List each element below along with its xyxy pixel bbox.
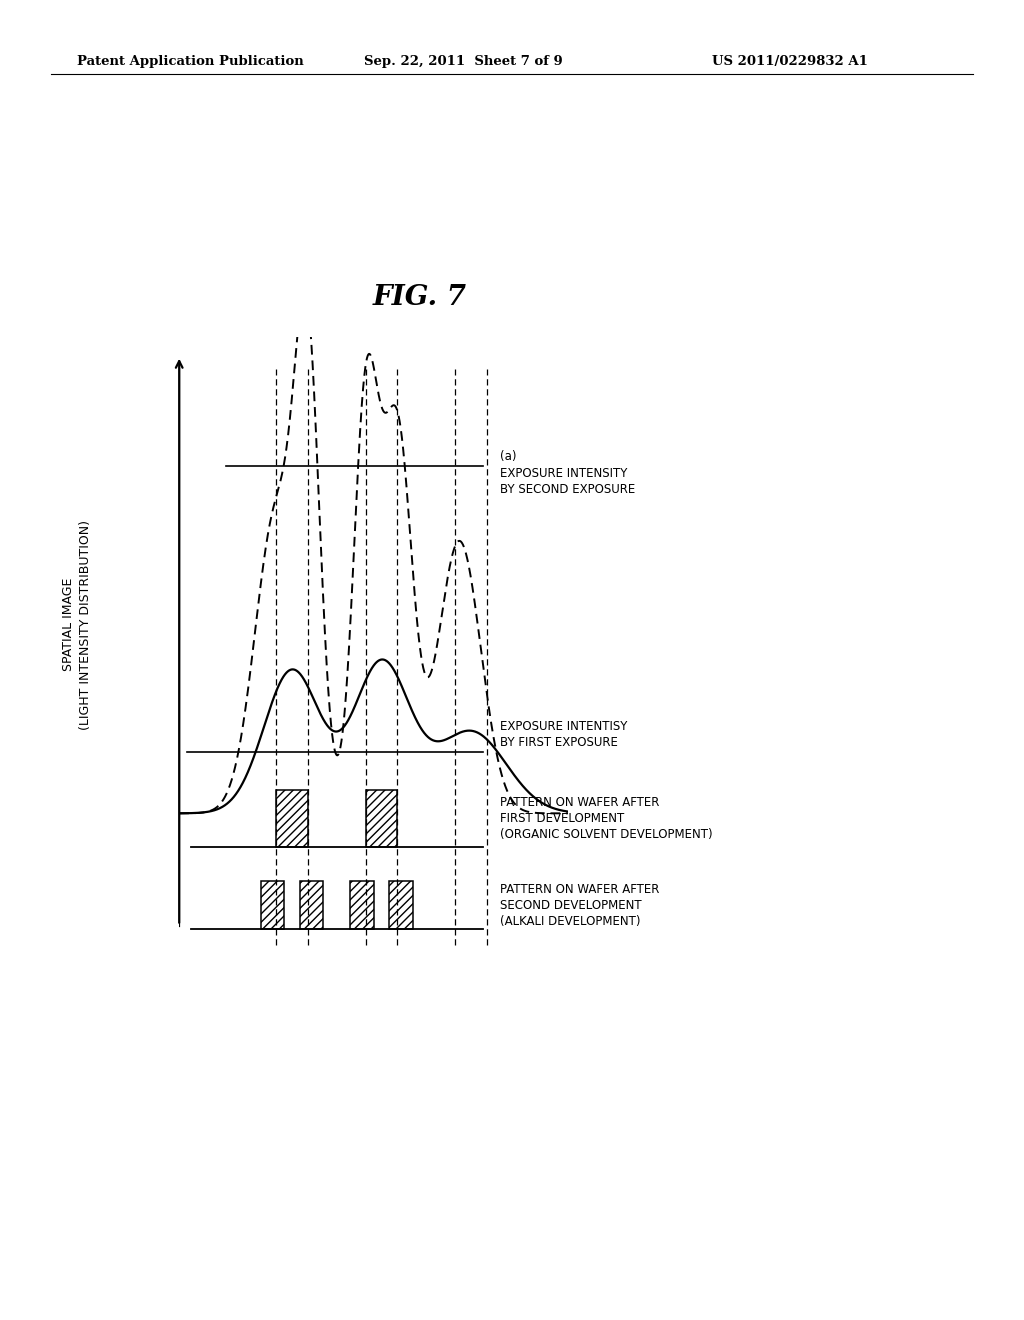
Text: (a): (a) xyxy=(500,450,516,463)
Bar xyxy=(300,882,324,929)
Text: PATTERN ON WAFER AFTER
FIRST DEVELOPMENT
(ORGANIC SOLVENT DEVELOPMENT): PATTERN ON WAFER AFTER FIRST DEVELOPMENT… xyxy=(500,796,712,841)
Text: US 2011/0229832 A1: US 2011/0229832 A1 xyxy=(712,55,867,69)
Bar xyxy=(276,791,307,847)
Text: EXPOSURE INTENSITY
BY SECOND EXPOSURE: EXPOSURE INTENSITY BY SECOND EXPOSURE xyxy=(500,467,635,496)
Bar xyxy=(350,882,374,929)
Text: FIG. 7: FIG. 7 xyxy=(373,284,467,310)
Text: EXPOSURE INTENTISY
BY FIRST EXPOSURE: EXPOSURE INTENTISY BY FIRST EXPOSURE xyxy=(500,721,627,750)
Text: PATTERN ON WAFER AFTER
SECOND DEVELOPMENT
(ALKALI DEVELOPMENT): PATTERN ON WAFER AFTER SECOND DEVELOPMEN… xyxy=(500,883,658,928)
Text: Patent Application Publication: Patent Application Publication xyxy=(77,55,303,69)
Bar xyxy=(366,791,397,847)
Text: Sep. 22, 2011  Sheet 7 of 9: Sep. 22, 2011 Sheet 7 of 9 xyxy=(364,55,562,69)
Bar xyxy=(261,882,285,929)
Bar xyxy=(389,882,413,929)
Text: SPATIAL IMAGE
(LIGHT INTENSITY DISTRIBUTION): SPATIAL IMAGE (LIGHT INTENSITY DISTRIBUT… xyxy=(61,520,92,730)
